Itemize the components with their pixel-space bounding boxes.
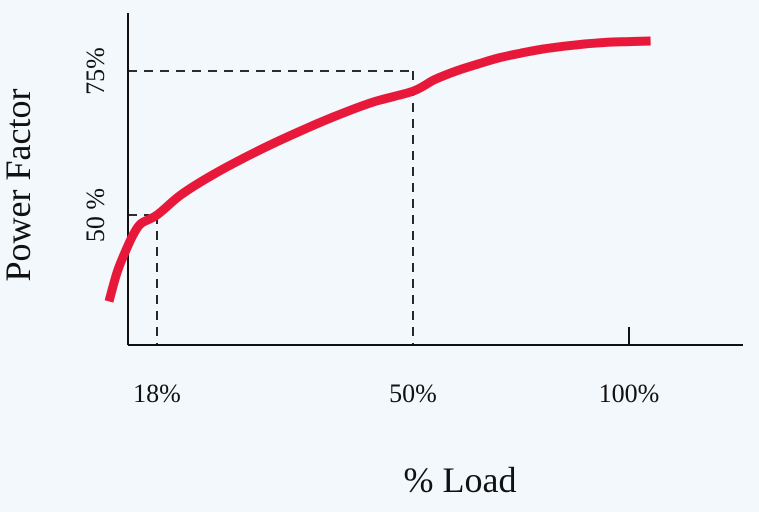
x-axis-title: % Load: [404, 460, 517, 500]
tick-labels: 18% 50% 100% 50 % 75%: [81, 47, 659, 408]
series-layer: [104, 36, 651, 303]
x-tick-label: 18%: [133, 379, 181, 408]
axes: [127, 13, 743, 346]
x-tick-label: 50%: [389, 379, 437, 408]
y-tick-label: 50 %: [81, 188, 110, 242]
x-tick-label: 100%: [599, 379, 660, 408]
y-axis-title: Power Factor: [0, 89, 38, 282]
power-factor-curve: [104, 36, 651, 303]
y-tick-label: 75%: [81, 47, 110, 95]
